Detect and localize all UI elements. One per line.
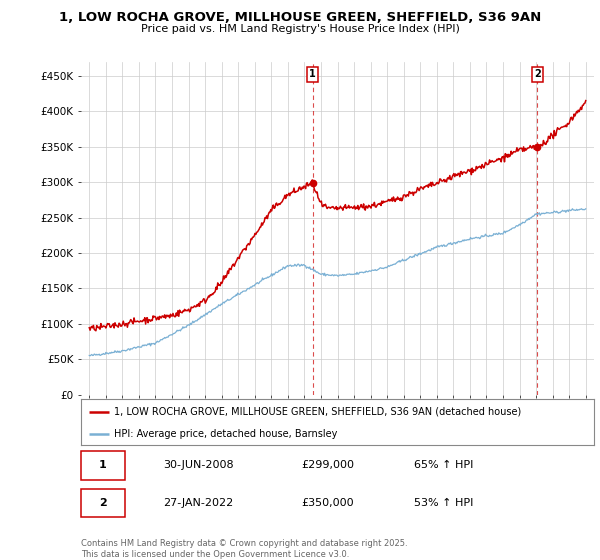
FancyBboxPatch shape	[81, 489, 125, 517]
Text: 53% ↑ HPI: 53% ↑ HPI	[415, 498, 474, 508]
Text: 30-JUN-2008: 30-JUN-2008	[163, 460, 234, 470]
Text: 2: 2	[534, 69, 541, 80]
Text: Contains HM Land Registry data © Crown copyright and database right 2025.
This d: Contains HM Land Registry data © Crown c…	[81, 539, 407, 559]
Text: Price paid vs. HM Land Registry's House Price Index (HPI): Price paid vs. HM Land Registry's House …	[140, 24, 460, 34]
Text: 1, LOW ROCHA GROVE, MILLHOUSE GREEN, SHEFFIELD, S36 9AN (detached house): 1, LOW ROCHA GROVE, MILLHOUSE GREEN, SHE…	[115, 407, 521, 417]
Text: 1: 1	[310, 69, 316, 80]
Text: 2: 2	[99, 498, 107, 508]
Text: £350,000: £350,000	[302, 498, 354, 508]
Text: 1: 1	[99, 460, 107, 470]
FancyBboxPatch shape	[81, 451, 125, 479]
Text: 1, LOW ROCHA GROVE, MILLHOUSE GREEN, SHEFFIELD, S36 9AN: 1, LOW ROCHA GROVE, MILLHOUSE GREEN, SHE…	[59, 11, 541, 24]
Text: 27-JAN-2022: 27-JAN-2022	[163, 498, 233, 508]
Text: HPI: Average price, detached house, Barnsley: HPI: Average price, detached house, Barn…	[115, 429, 338, 438]
Text: £299,000: £299,000	[302, 460, 355, 470]
Text: 65% ↑ HPI: 65% ↑ HPI	[415, 460, 474, 470]
